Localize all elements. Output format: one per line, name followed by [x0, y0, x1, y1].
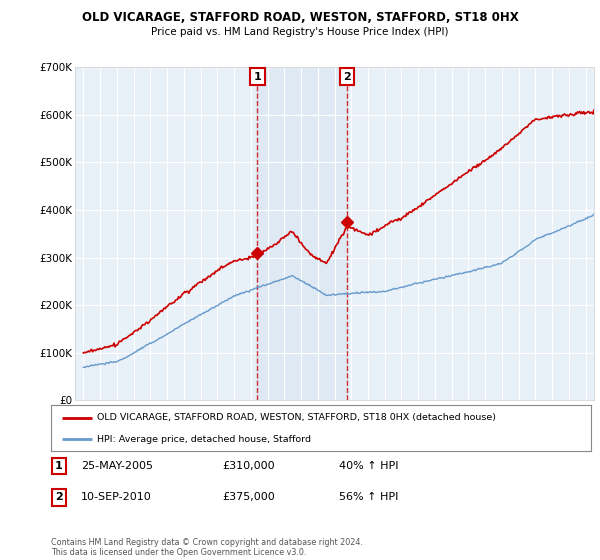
- Text: 40% ↑ HPI: 40% ↑ HPI: [339, 461, 398, 471]
- Text: OLD VICARAGE, STAFFORD ROAD, WESTON, STAFFORD, ST18 0HX (detached house): OLD VICARAGE, STAFFORD ROAD, WESTON, STA…: [97, 413, 496, 422]
- Bar: [257, 67, 347, 400]
- Text: 1: 1: [55, 461, 62, 471]
- Text: £310,000: £310,000: [222, 461, 275, 471]
- Text: 2: 2: [55, 492, 62, 502]
- Text: 2: 2: [343, 72, 351, 82]
- Text: 1: 1: [253, 72, 261, 82]
- Text: HPI: Average price, detached house, Stafford: HPI: Average price, detached house, Staf…: [97, 435, 311, 444]
- Text: 56% ↑ HPI: 56% ↑ HPI: [339, 492, 398, 502]
- Text: Price paid vs. HM Land Registry's House Price Index (HPI): Price paid vs. HM Land Registry's House …: [151, 27, 449, 37]
- Text: £375,000: £375,000: [222, 492, 275, 502]
- Text: Contains HM Land Registry data © Crown copyright and database right 2024.
This d: Contains HM Land Registry data © Crown c…: [51, 538, 363, 557]
- Text: 25-MAY-2005: 25-MAY-2005: [81, 461, 153, 471]
- Text: 10-SEP-2010: 10-SEP-2010: [81, 492, 152, 502]
- Text: OLD VICARAGE, STAFFORD ROAD, WESTON, STAFFORD, ST18 0HX: OLD VICARAGE, STAFFORD ROAD, WESTON, STA…: [82, 11, 518, 24]
